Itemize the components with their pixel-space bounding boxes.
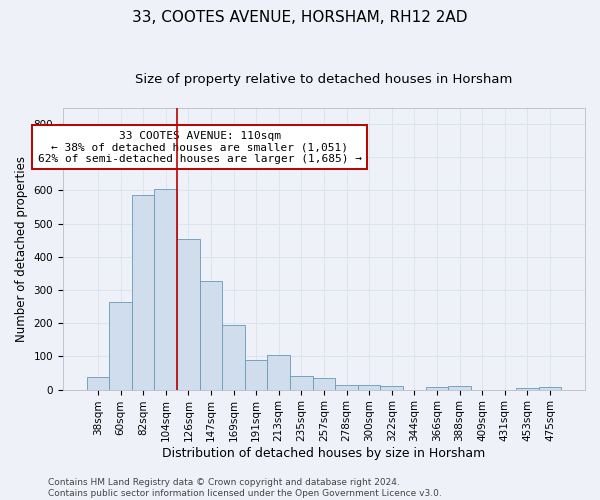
Bar [200,280,222,390]
Bar [539,387,561,390]
Bar [380,386,403,390]
Bar [177,238,200,390]
Bar [313,378,335,390]
Bar [154,189,177,390]
Bar [448,386,471,390]
Bar [268,356,290,390]
Text: Contains HM Land Registry data © Crown copyright and database right 2024.
Contai: Contains HM Land Registry data © Crown c… [48,478,442,498]
Bar [290,376,313,390]
Bar [132,196,154,390]
Bar [335,384,358,390]
Bar [222,325,245,390]
Bar [516,388,539,390]
Bar [109,302,132,390]
Text: 33, COOTES AVENUE, HORSHAM, RH12 2AD: 33, COOTES AVENUE, HORSHAM, RH12 2AD [132,10,468,25]
Bar [245,360,268,390]
Text: 33 COOTES AVENUE: 110sqm
← 38% of detached houses are smaller (1,051)
62% of sem: 33 COOTES AVENUE: 110sqm ← 38% of detach… [38,130,362,164]
Y-axis label: Number of detached properties: Number of detached properties [15,156,28,342]
Bar [358,384,380,390]
X-axis label: Distribution of detached houses by size in Horsham: Distribution of detached houses by size … [163,447,485,460]
Bar [86,377,109,390]
Bar [425,387,448,390]
Title: Size of property relative to detached houses in Horsham: Size of property relative to detached ho… [135,72,512,86]
